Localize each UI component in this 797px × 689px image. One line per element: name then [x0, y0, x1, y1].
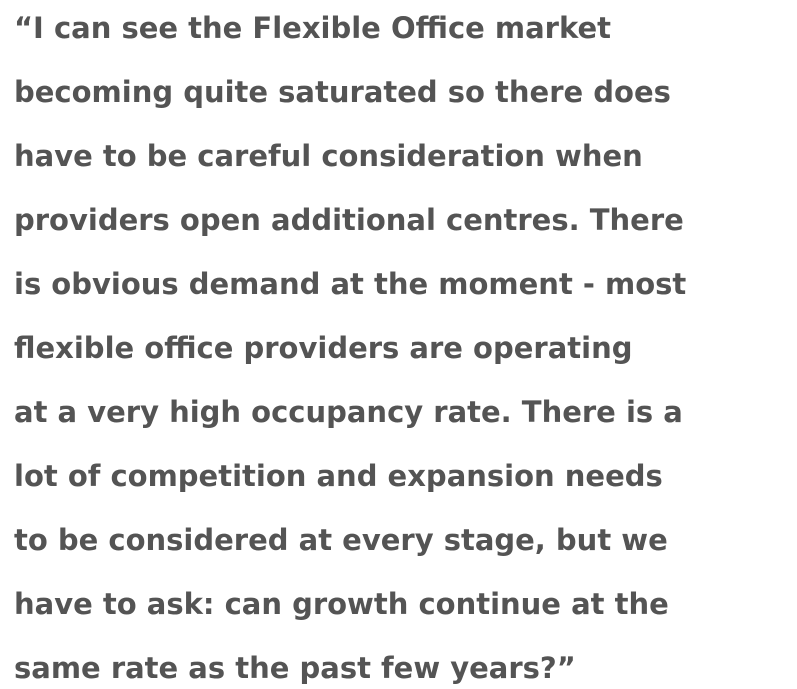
- quote-line: is obvious demand at the moment - most: [14, 267, 687, 301]
- quote-line: to be considered at every stage, but we: [14, 523, 668, 557]
- quote-line: flexible office providers are operating: [14, 331, 633, 365]
- quote-line: “I can see the Flexible Office market: [14, 11, 612, 45]
- quote-line: at a very high occupancy rate. There is …: [14, 395, 683, 429]
- quote-line: providers open additional centres. There: [14, 203, 684, 237]
- quote-line: same rate as the past few years?”: [14, 651, 576, 685]
- quote-line: becoming quite saturated so there does: [14, 75, 671, 109]
- quote-line: have to ask: can growth continue at the: [14, 587, 669, 621]
- quote-line: have to be careful consideration when: [14, 139, 643, 173]
- quote-line: lot of competition and expansion needs: [14, 459, 663, 493]
